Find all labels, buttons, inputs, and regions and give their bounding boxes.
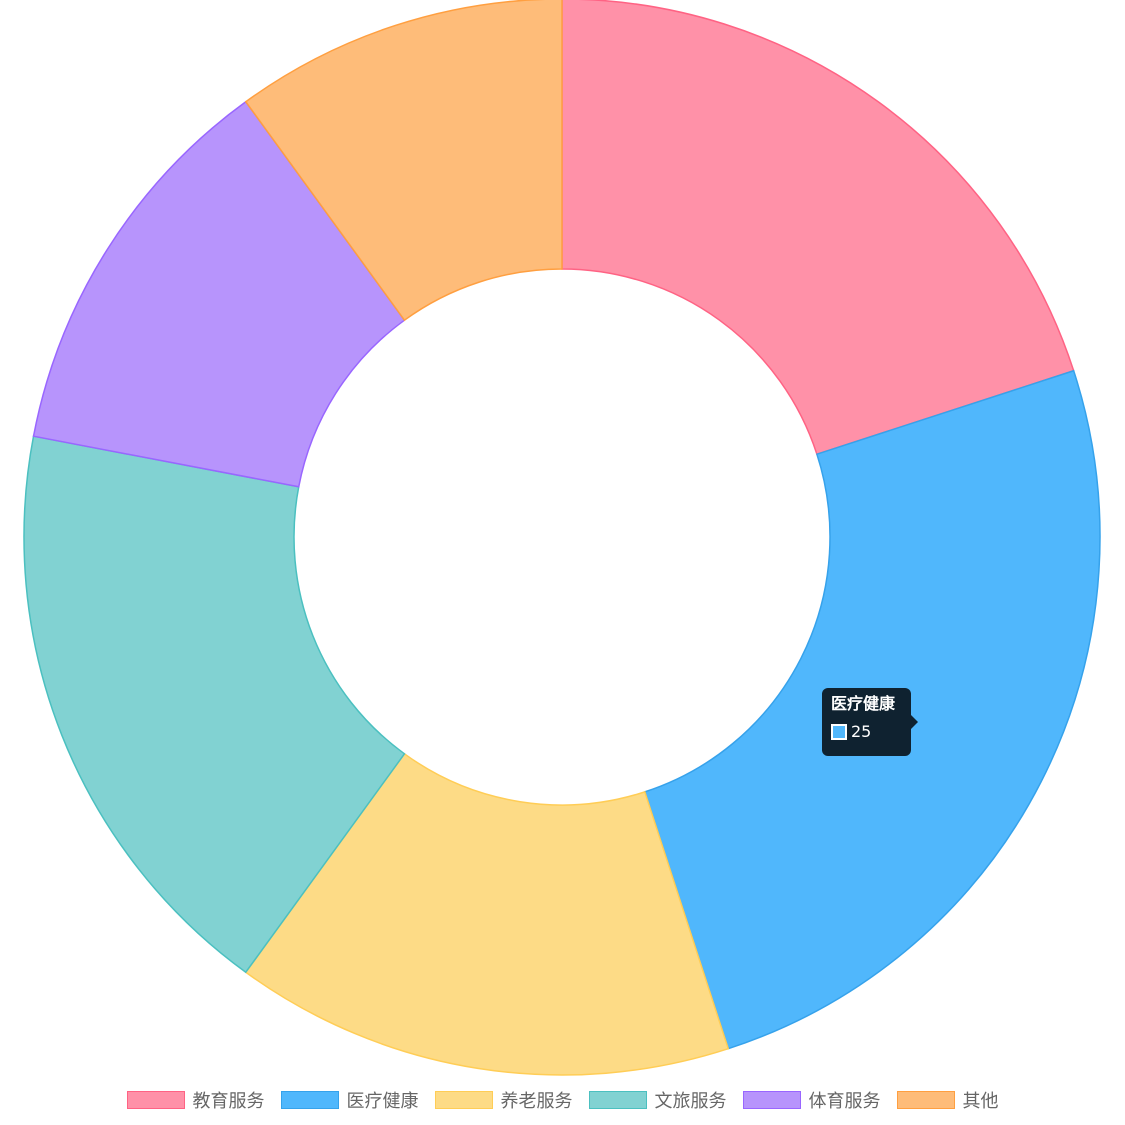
legend-item-6[interactable]: 其他 <box>896 1087 999 1113</box>
legend-item-5[interactable]: 体育服务 <box>742 1087 881 1113</box>
legend-label: 教育服务 <box>192 1091 265 1112</box>
doughnut-segment-4[interactable] <box>23 435 406 974</box>
legend-swatch <box>126 1091 185 1109</box>
legend-swatch <box>280 1091 339 1109</box>
legend-swatch <box>896 1091 955 1109</box>
tooltip-value: 25 <box>851 722 872 741</box>
tooltip-row: 25 <box>831 723 902 741</box>
legend-label: 文旅服务 <box>654 1091 727 1112</box>
legend-item-1[interactable]: 教育服务 <box>126 1087 265 1113</box>
legend-swatch <box>434 1091 493 1109</box>
chart-legend: 教育服务 医疗健康 养老服务 文旅服务 体育服务 其他 <box>0 1086 1125 1114</box>
chart-tooltip: 医疗健康 25 <box>822 688 918 756</box>
legend-label: 其他 <box>962 1091 999 1112</box>
tooltip-color-swatch <box>831 724 847 740</box>
legend-swatch <box>742 1091 801 1109</box>
doughnut-segment-3[interactable] <box>244 752 730 1076</box>
legend-item-4[interactable]: 文旅服务 <box>588 1087 727 1113</box>
legend-label: 医疗健康 <box>346 1091 419 1112</box>
legend-label: 体育服务 <box>808 1091 881 1112</box>
legend-item-3[interactable]: 养老服务 <box>434 1087 573 1113</box>
legend-swatch <box>588 1091 647 1109</box>
doughnut-segment-5[interactable] <box>32 100 406 488</box>
tooltip-title: 医疗健康 <box>831 694 896 713</box>
legend-label: 养老服务 <box>500 1091 573 1112</box>
tooltip-caret <box>911 715 918 729</box>
doughnut-segment-1[interactable] <box>561 0 1075 456</box>
doughnut-segment-6[interactable] <box>244 0 563 322</box>
legend-item-2[interactable]: 医疗健康 <box>280 1087 419 1113</box>
